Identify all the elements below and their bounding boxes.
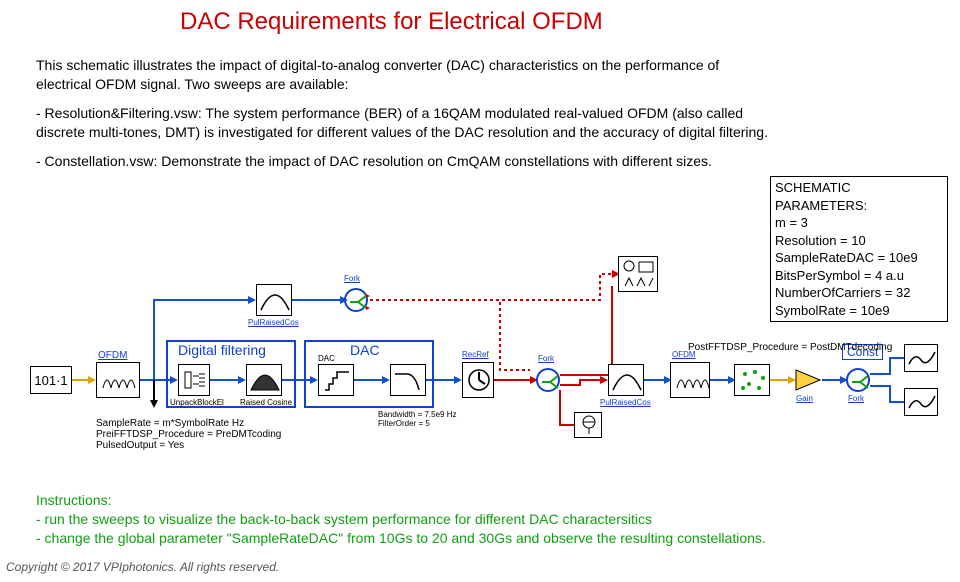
- raised-cosine-block[interactable]: [246, 364, 282, 396]
- constellation-icon: [735, 364, 769, 396]
- ofdm-icon: [97, 362, 139, 398]
- gain-icon: [794, 368, 822, 392]
- desc-p1: This schematic illustrates the impact of…: [36, 56, 776, 94]
- recref-icon: [463, 362, 493, 398]
- pulraised-icon: [257, 284, 291, 316]
- filter-block[interactable]: [390, 364, 426, 396]
- pulraised-top-label: PulRaisedCos: [248, 318, 299, 327]
- unpack-icon: [179, 364, 209, 396]
- pulraised2-label: PulRaisedCos: [600, 398, 651, 407]
- dac-block[interactable]: [318, 364, 354, 396]
- viewer-bottom[interactable]: [904, 388, 938, 416]
- instructions-l1: - run the sweeps to visualize the back-t…: [36, 510, 766, 529]
- recref-block[interactable]: [462, 362, 494, 398]
- decode-block[interactable]: [734, 364, 770, 396]
- ground-block[interactable]: [574, 412, 602, 438]
- ofdm-tx-block[interactable]: [96, 362, 140, 398]
- filter-params: Bandwidth = 7.5e9 Hz FilterOrder = 5: [378, 410, 457, 428]
- desc-b2: - Constellation.vsw: Demonstrate the imp…: [36, 152, 776, 171]
- fork-icon: [346, 290, 370, 314]
- ofdm-rx-block[interactable]: [670, 362, 710, 398]
- raised-cosine-label: Raised Cosine: [240, 398, 292, 407]
- dac-label: DAC: [318, 354, 335, 363]
- prbs-block[interactable]: 101·1: [30, 366, 72, 394]
- param-row-1: Resolution = 10: [775, 232, 943, 250]
- instructions-header: Instructions:: [36, 491, 766, 510]
- fork2-label: Fork: [538, 354, 554, 363]
- copyright-label: Copyright © 2017 VPIphotonics. All right…: [6, 560, 279, 574]
- dac-icon: [319, 364, 353, 396]
- ofdm-tx-label: OFDM: [98, 350, 127, 361]
- fork-top-label: Fork: [344, 274, 360, 283]
- digital-filtering-label: Digital filtering: [178, 342, 266, 358]
- parameters-header: SCHEMATIC PARAMETERS:: [775, 179, 943, 214]
- pulraised-bottom-block[interactable]: [608, 364, 644, 396]
- description-block: This schematic illustrates the impact of…: [36, 56, 776, 170]
- gain-block[interactable]: [794, 368, 822, 392]
- gain-label: Gain: [796, 394, 813, 403]
- fork-center[interactable]: [536, 368, 560, 392]
- pulraised-top-block[interactable]: [256, 284, 292, 316]
- raised-cosine-icon: [247, 364, 281, 396]
- unpack-block[interactable]: [178, 364, 210, 396]
- fork-right[interactable]: [846, 368, 870, 392]
- instructions-block: Instructions: - run the sweeps to visual…: [36, 491, 766, 548]
- schematic-canvas: 101·1 OFDM Digital filtering UnpackBlock…: [0, 250, 960, 490]
- scope-icon: [619, 256, 657, 292]
- filter-icon: [391, 364, 425, 396]
- viewer-top[interactable]: [904, 344, 938, 372]
- tx-params-label: SampleRate = m*SymbolRate Hz PreiFFTDSP_…: [96, 418, 281, 451]
- scope-block[interactable]: [618, 256, 658, 292]
- instructions-l2: - change the global parameter "SampleRat…: [36, 529, 766, 548]
- desc-b1: - Resolution&Filtering.vsw: The system p…: [36, 104, 776, 142]
- unpack-label: UnpackBlockEl: [170, 398, 224, 407]
- recref-label: RecRef: [462, 350, 489, 359]
- rx-params-label: PostFFTDSP_Procedure = PostDMTdecoding: [688, 342, 892, 353]
- param-row-0: m = 3: [775, 214, 943, 232]
- fork-top[interactable]: [344, 288, 368, 312]
- page-title: DAC Requirements for Electrical OFDM: [180, 8, 603, 36]
- ground-icon: [575, 412, 601, 438]
- dac-group-label: DAC: [350, 342, 380, 358]
- fork3-label: Fork: [848, 394, 864, 403]
